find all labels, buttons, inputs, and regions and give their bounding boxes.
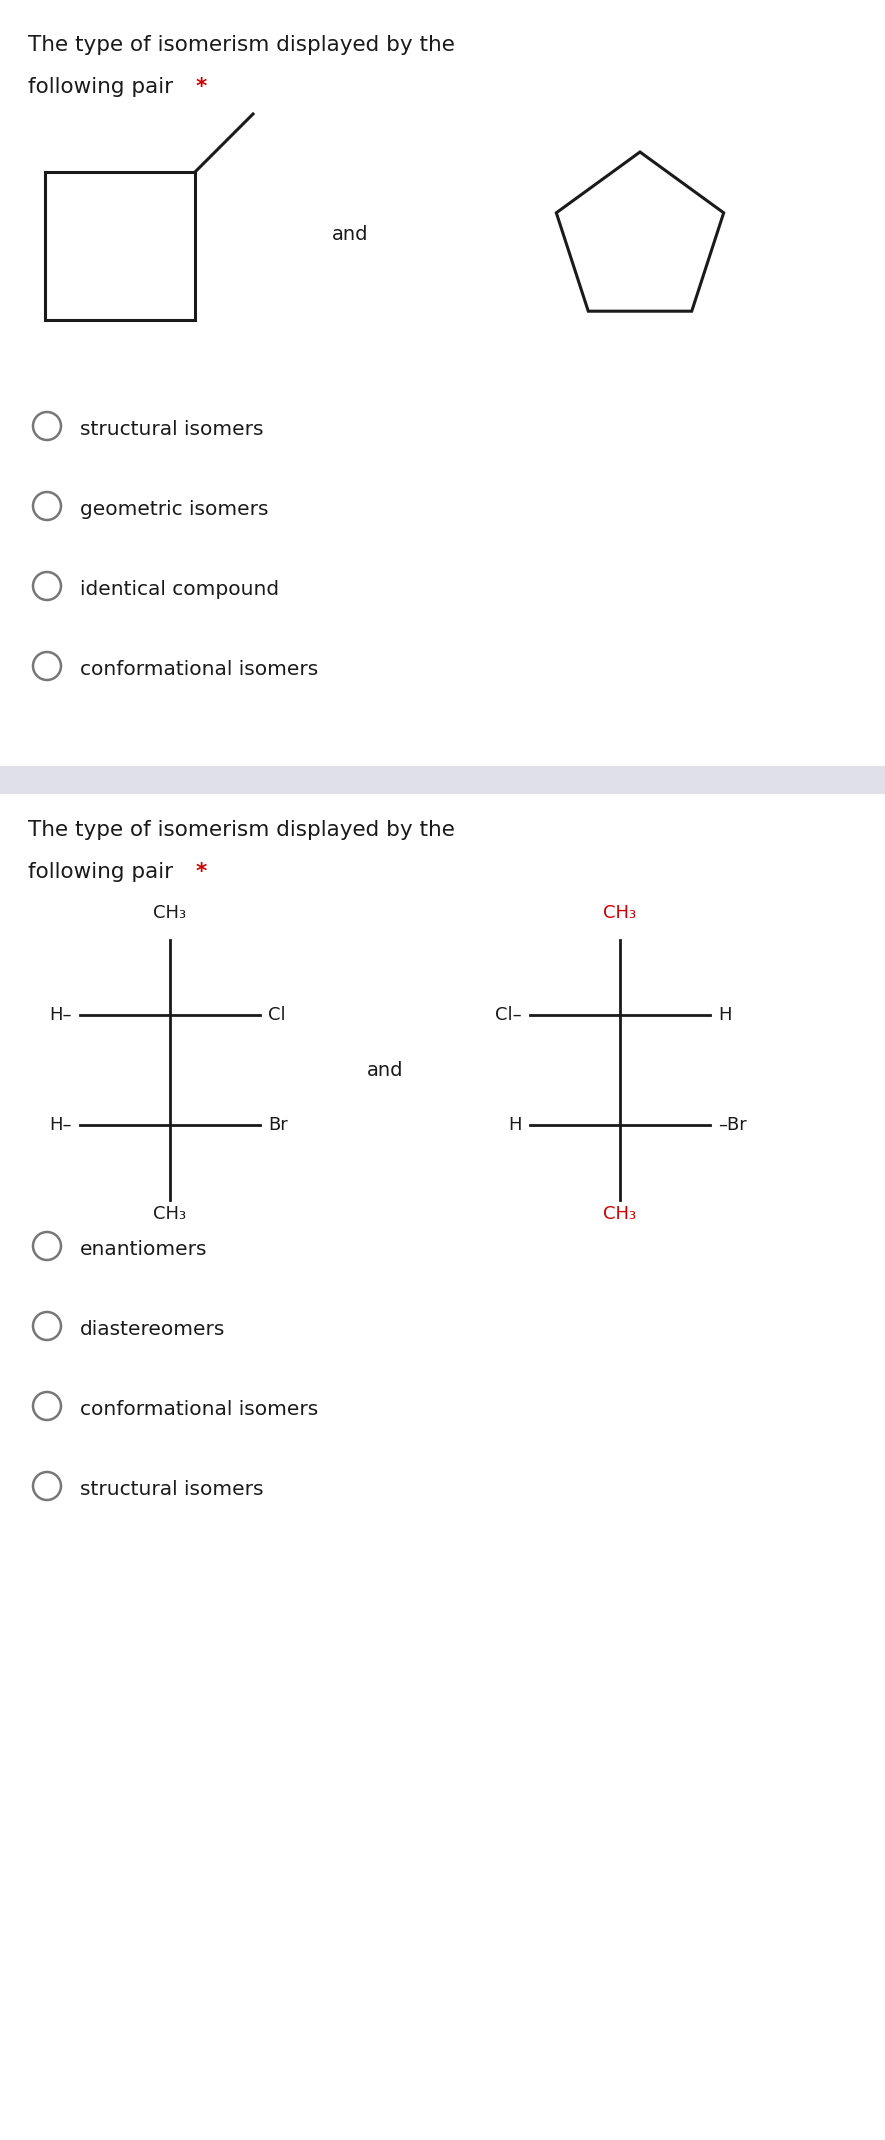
Text: diastereomers: diastereomers <box>80 1320 226 1340</box>
Text: CH₃: CH₃ <box>604 903 636 922</box>
Text: enantiomers: enantiomers <box>80 1239 207 1258</box>
Text: H: H <box>718 1006 732 1025</box>
Text: structural isomers: structural isomers <box>80 1481 264 1498</box>
Text: identical compound: identical compound <box>80 580 279 599</box>
Text: *: * <box>196 77 207 96</box>
Text: –Br: –Br <box>718 1115 747 1134</box>
Text: geometric isomers: geometric isomers <box>80 501 268 520</box>
Text: H: H <box>509 1115 522 1134</box>
Text: H–: H– <box>50 1115 72 1134</box>
Text: The type of isomerism displayed by the: The type of isomerism displayed by the <box>28 34 455 56</box>
Text: conformational isomers: conformational isomers <box>80 1400 319 1419</box>
Text: CH₃: CH₃ <box>604 1205 636 1222</box>
Text: following pair: following pair <box>28 862 180 882</box>
Text: and: and <box>332 225 368 244</box>
Bar <box>0 766 885 794</box>
Text: Cl: Cl <box>268 1006 286 1025</box>
Text: The type of isomerism displayed by the: The type of isomerism displayed by the <box>28 820 455 841</box>
Text: Cl–: Cl– <box>496 1006 522 1025</box>
Text: CH₃: CH₃ <box>153 1205 187 1222</box>
Text: following pair: following pair <box>28 77 180 96</box>
Text: conformational isomers: conformational isomers <box>80 659 319 678</box>
Text: Br: Br <box>268 1115 288 1134</box>
Text: structural isomers: structural isomers <box>80 419 264 439</box>
Text: and: and <box>366 1061 404 1079</box>
Text: H–: H– <box>50 1006 72 1025</box>
Text: CH₃: CH₃ <box>153 903 187 922</box>
Text: *: * <box>196 862 207 882</box>
